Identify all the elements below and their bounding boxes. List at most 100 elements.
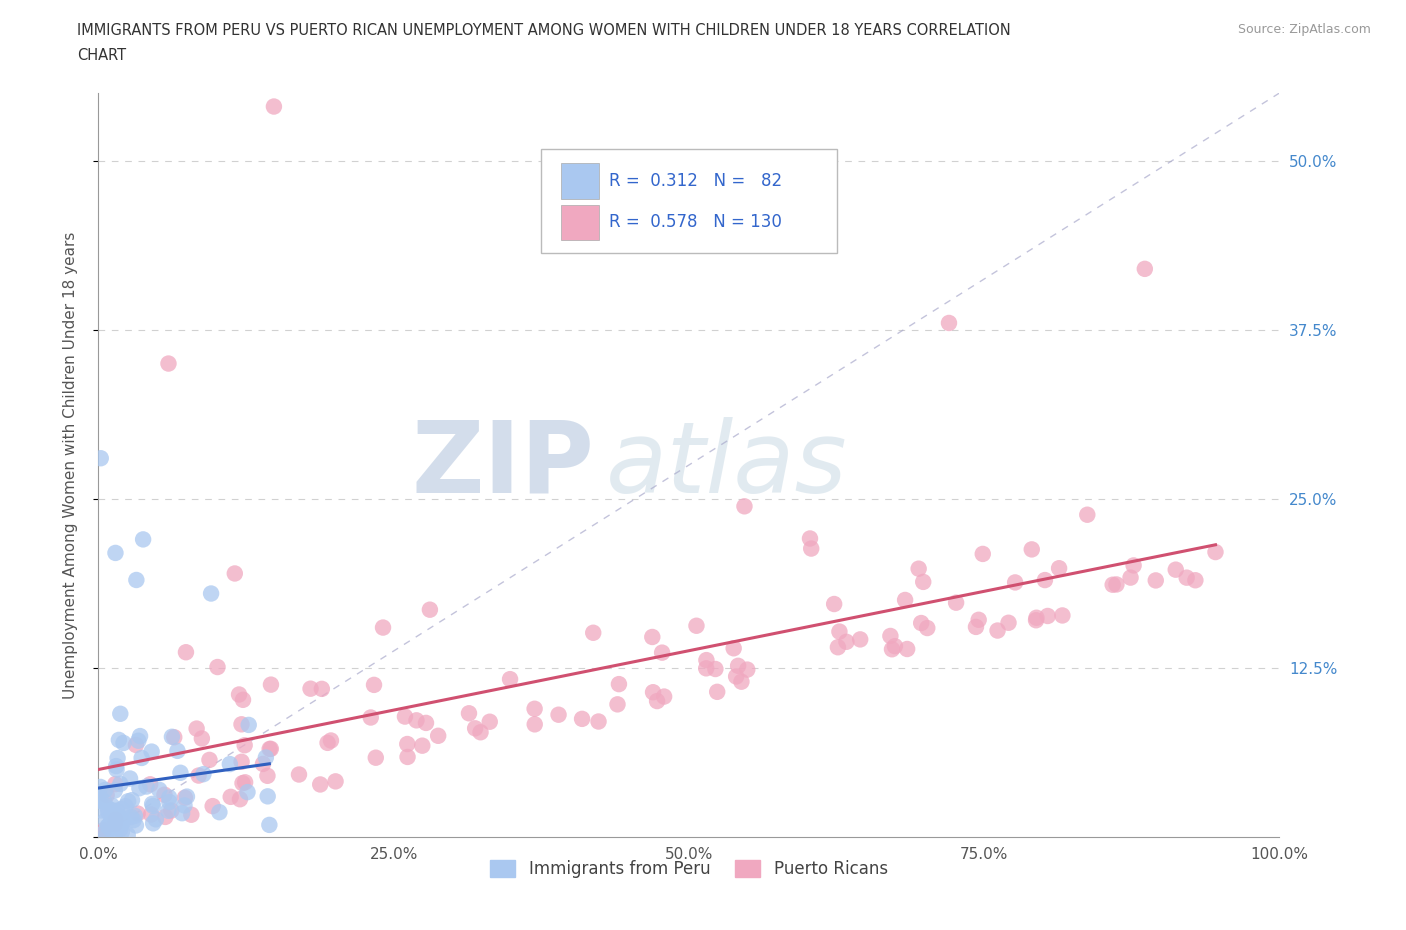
Point <box>98 820 121 835</box>
Point <box>148 782 170 797</box>
Point <box>160 804 183 818</box>
Point <box>94 813 117 828</box>
Point <box>110 817 132 832</box>
Point <box>104 817 127 831</box>
Text: atlas: atlas <box>606 417 848 513</box>
Point <box>259 817 281 832</box>
Point <box>396 750 419 764</box>
Point <box>93 794 115 809</box>
Point <box>547 708 569 723</box>
Point <box>695 661 717 676</box>
Point <box>835 634 858 649</box>
Point <box>588 714 610 729</box>
Point <box>97 818 120 833</box>
Point <box>191 731 214 746</box>
Point <box>965 619 987 634</box>
Point <box>125 818 148 833</box>
Point <box>105 804 128 818</box>
Point <box>90 451 112 466</box>
Point <box>419 603 441 618</box>
Point <box>652 689 675 704</box>
Point <box>360 711 382 725</box>
Point <box>730 674 752 689</box>
Point <box>169 765 191 780</box>
Point <box>1105 577 1128 591</box>
Point <box>458 706 481 721</box>
Point <box>967 612 990 627</box>
Point <box>311 682 333 697</box>
Point <box>236 785 259 800</box>
Point <box>645 694 668 709</box>
Point <box>1025 610 1047 625</box>
Point <box>288 767 311 782</box>
Point <box>478 714 501 729</box>
Point <box>107 751 129 765</box>
Point <box>256 789 278 804</box>
Point <box>938 315 960 330</box>
Point <box>827 640 849 655</box>
Point <box>127 806 149 821</box>
Point <box>172 805 194 820</box>
Text: ZIP: ZIP <box>412 417 595 513</box>
Point <box>1076 507 1098 522</box>
Point <box>1122 558 1144 573</box>
Point <box>208 804 231 819</box>
Point <box>319 733 342 748</box>
Point <box>105 762 128 777</box>
Point <box>105 759 128 774</box>
Point <box>405 713 427 728</box>
Point <box>1204 545 1226 560</box>
Point <box>1004 575 1026 590</box>
Point <box>101 803 124 817</box>
Point <box>104 777 127 791</box>
Point <box>198 752 221 767</box>
Point <box>187 768 209 783</box>
Point <box>607 677 630 692</box>
Point <box>97 801 120 816</box>
Point <box>108 811 131 826</box>
Point <box>880 642 903 657</box>
Point <box>103 828 125 843</box>
Point <box>105 813 128 828</box>
Point <box>464 721 486 736</box>
Point <box>582 625 605 640</box>
Point <box>1101 578 1123 592</box>
Point <box>256 768 278 783</box>
Point <box>219 790 242 804</box>
Point <box>470 724 492 739</box>
Point <box>733 498 755 513</box>
Point <box>231 776 253 790</box>
Point <box>91 827 114 842</box>
Point <box>325 774 347 789</box>
Point <box>93 823 115 838</box>
Point <box>110 707 132 722</box>
Point <box>157 356 180 371</box>
Point <box>1033 573 1056 588</box>
Point <box>111 802 134 817</box>
Text: R =  0.578   N = 130: R = 0.578 N = 130 <box>609 214 782 232</box>
Point <box>135 779 157 794</box>
Point <box>218 757 240 772</box>
Point <box>141 744 163 759</box>
Point <box>1175 570 1198 585</box>
Point <box>166 743 188 758</box>
Legend: Immigrants from Peru, Puerto Ricans: Immigrants from Peru, Puerto Ricans <box>484 853 894 884</box>
Point <box>89 793 111 808</box>
Point <box>141 796 163 811</box>
Point <box>101 798 124 813</box>
Point <box>1052 608 1074 623</box>
Point <box>260 677 283 692</box>
Point <box>1184 573 1206 588</box>
Point <box>1164 563 1187 578</box>
Text: CHART: CHART <box>77 48 127 63</box>
Point <box>849 632 872 647</box>
Point <box>606 697 628 711</box>
Point <box>110 821 132 836</box>
Text: IMMIGRANTS FROM PERU VS PUERTO RICAN UNEMPLOYMENT AMONG WOMEN WITH CHILDREN UNDE: IMMIGRANTS FROM PERU VS PUERTO RICAN UNE… <box>77 23 1011 38</box>
Point <box>725 669 748 684</box>
Point <box>232 692 254 707</box>
Point <box>972 547 994 562</box>
Point <box>117 828 139 843</box>
Point <box>704 661 727 676</box>
Point <box>104 808 127 823</box>
